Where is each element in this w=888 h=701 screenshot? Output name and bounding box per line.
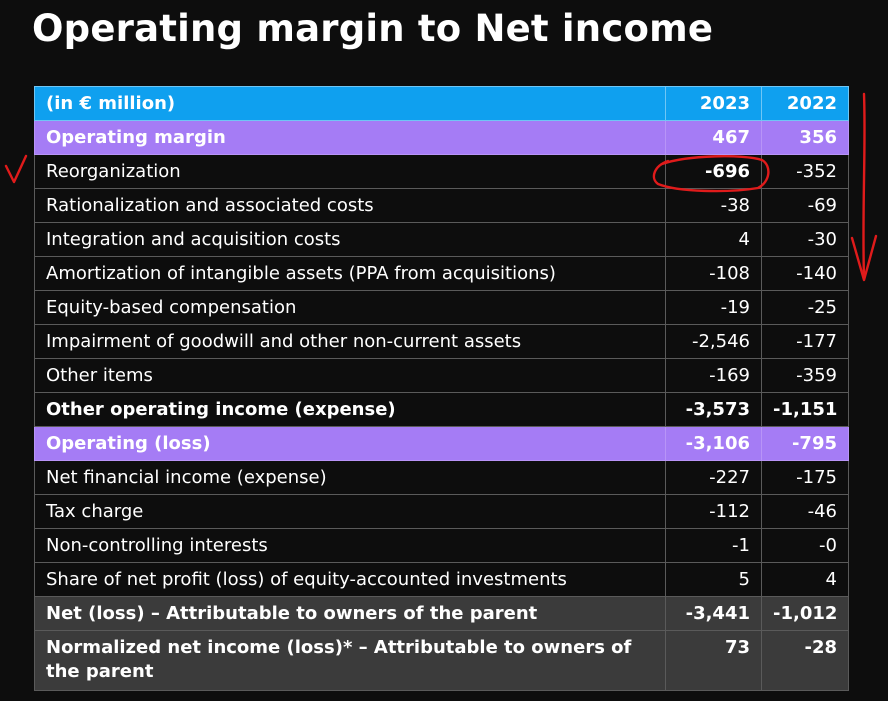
row-value-2022: -795 (761, 426, 849, 461)
row-value-2022: -175 (761, 460, 849, 495)
row-label: Normalized net income (loss)* – Attribut… (34, 630, 666, 691)
row-value-2022: -177 (761, 324, 849, 359)
row-label: Share of net profit (loss) of equity-acc… (34, 562, 666, 597)
row-value-2023: -108 (665, 256, 762, 291)
table-row-normalized: Normalized net income (loss)* – Attribut… (34, 630, 849, 691)
header-year-2023: 2023 (665, 86, 762, 121)
row-value-2023: -227 (665, 460, 762, 495)
table-row: Share of net profit (loss) of equity-acc… (34, 562, 849, 597)
table-row: Tax charge -112 -46 (34, 494, 849, 529)
row-label: Equity-based compensation (34, 290, 666, 325)
row-value-2023: 4 (665, 222, 762, 257)
table-row: Operating margin 467 356 (34, 120, 849, 155)
row-value-2022: -30 (761, 222, 849, 257)
row-value-2022: -28 (761, 630, 849, 691)
table-row: Equity-based compensation -19 -25 (34, 290, 849, 325)
row-label: Net (loss) – Attributable to owners of t… (34, 596, 666, 631)
table-row: Reorganization -696 -352 (34, 154, 849, 189)
financial-table: (in € million) 2023 2022 Operating margi… (34, 86, 849, 691)
row-value-2022: -25 (761, 290, 849, 325)
row-value-2023: -3,441 (665, 596, 762, 631)
row-value-2022: -46 (761, 494, 849, 529)
row-value-2023: -3,106 (665, 426, 762, 461)
table-row-net-loss: Net (loss) – Attributable to owners of t… (34, 596, 849, 631)
table-row: Integration and acquisition costs 4 -30 (34, 222, 849, 257)
row-label: Other operating income (expense) (34, 392, 666, 427)
row-value-2023: -112 (665, 494, 762, 529)
row-label: Amortization of intangible assets (PPA f… (34, 256, 666, 291)
table-row-highlight: Operating (loss) -3,106 -795 (34, 426, 849, 461)
arrow-down-annotation-icon (850, 92, 878, 282)
row-label: Integration and acquisition costs (34, 222, 666, 257)
row-label: Tax charge (34, 494, 666, 529)
row-label: Non-controlling interests (34, 528, 666, 563)
checkmark-annotation-icon (4, 154, 28, 184)
header-year-2022: 2022 (761, 86, 849, 121)
row-value-2022: 356 (761, 120, 849, 155)
row-value-2022: -140 (761, 256, 849, 291)
page-title: Operating margin to Net income (32, 7, 714, 50)
row-value-2022: -69 (761, 188, 849, 223)
row-label: Operating margin (34, 120, 666, 155)
row-value-2022: -0 (761, 528, 849, 563)
row-value-2022: 4 (761, 562, 849, 597)
row-label: Rationalization and associated costs (34, 188, 666, 223)
table-header-row: (in € million) 2023 2022 (34, 86, 849, 121)
row-value-2023: -1 (665, 528, 762, 563)
row-value-2022: -1,012 (761, 596, 849, 631)
table-row: Rationalization and associated costs -38… (34, 188, 849, 223)
row-label: Impairment of goodwill and other non-cur… (34, 324, 666, 359)
row-value-2022: -1,151 (761, 392, 849, 427)
row-value-2023: 73 (665, 630, 762, 691)
row-value-2023: -19 (665, 290, 762, 325)
row-value-2023: -3,573 (665, 392, 762, 427)
row-value-2022: -359 (761, 358, 849, 393)
row-label: Other items (34, 358, 666, 393)
row-value-2023: 467 (665, 120, 762, 155)
table-row: Net financial income (expense) -227 -175 (34, 460, 849, 495)
row-value-2023: -169 (665, 358, 762, 393)
table-row: Other items -169 -359 (34, 358, 849, 393)
table-row-subtotal: Other operating income (expense) -3,573 … (34, 392, 849, 427)
row-value-2023: -38 (665, 188, 762, 223)
row-value-2023: 5 (665, 562, 762, 597)
row-value-2023: -2,546 (665, 324, 762, 359)
header-unit-label: (in € million) (34, 86, 666, 121)
table-row: Non-controlling interests -1 -0 (34, 528, 849, 563)
row-label: Operating (loss) (34, 426, 666, 461)
row-label: Reorganization (34, 154, 666, 189)
row-value-2023-emphasized: -696 (665, 154, 762, 189)
table-row: Impairment of goodwill and other non-cur… (34, 324, 849, 359)
row-label: Net financial income (expense) (34, 460, 666, 495)
table-row: Amortization of intangible assets (PPA f… (34, 256, 849, 291)
row-value-2022: -352 (761, 154, 849, 189)
